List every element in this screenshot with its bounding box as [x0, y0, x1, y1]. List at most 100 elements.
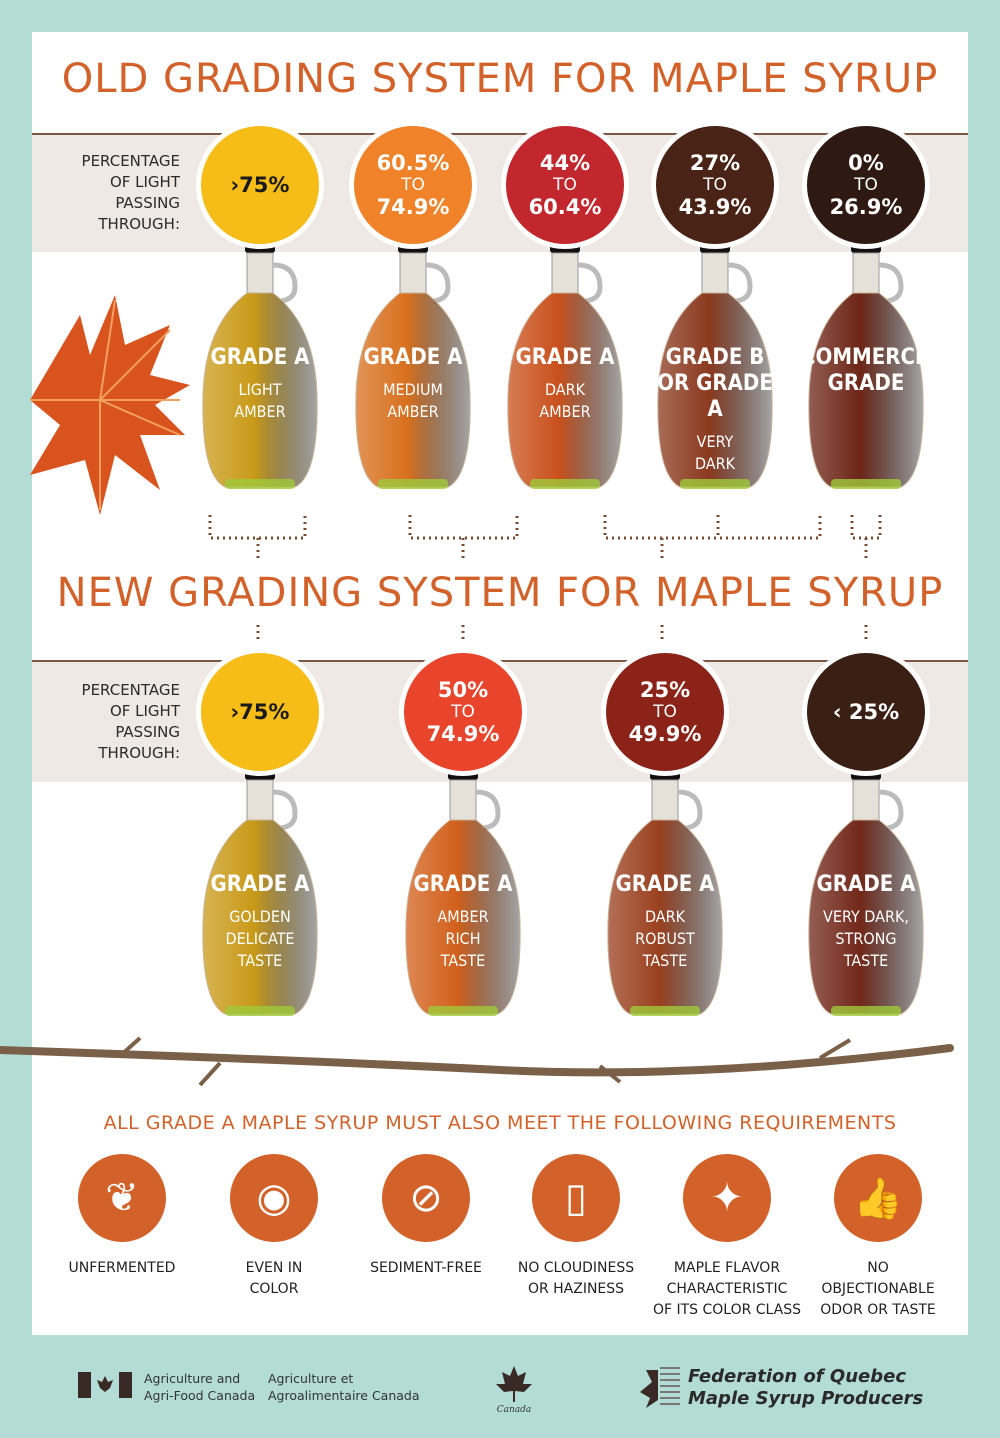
syrup-bottle-icon [405, 762, 521, 1016]
light-range-badge: 60.5% TO 74.9% [349, 121, 477, 249]
requirement-label-line: EVEN IN [245, 1260, 303, 1276]
grade-name: GRADE A [398, 872, 528, 898]
maple-leaf-drop-icon: ❦ [78, 1154, 166, 1242]
canada-maple-leaf-icon [496, 1366, 532, 1402]
grade-description-line: AMBER [437, 907, 489, 926]
range-max: 74.9% [426, 722, 500, 746]
range-min: ‹ 25% [832, 700, 900, 724]
grade-description-line: TASTE [237, 951, 283, 970]
range-max: 26.9% [829, 195, 903, 219]
range-min: 44% [539, 151, 591, 175]
no-sediment-icon: ⊘ [382, 1154, 470, 1242]
requirement-label: MAPLE FLAVOR CHARACTERISTIC OF ITS COLOR C… [652, 1258, 802, 1321]
requirement-label-line: NO [867, 1260, 889, 1276]
range-min: ›75% [230, 173, 290, 197]
grade-description: DARK AMBER [500, 379, 630, 423]
requirement-label-line: OF ITS COLOR CLASS [652, 1302, 802, 1318]
grade-description-line: DELICATE [225, 929, 295, 948]
requirement-label: EVEN IN COLOR [199, 1258, 349, 1300]
grade-name-line: GRADE A [615, 872, 715, 897]
bottle-grade-label: GRADE A AMBER RICH TASTE [398, 872, 528, 972]
clear-glass-icon: ▯ [532, 1154, 620, 1242]
grade-description-line: TASTE [843, 951, 889, 970]
grade-description: DARK ROBUST TASTE [600, 906, 730, 972]
bottle-grade-label: COMMERCIAL GRADE [801, 345, 950, 405]
grade-description: GOLDEN DELICATE TASTE [195, 906, 325, 972]
grade-description-line: TASTE [440, 951, 486, 970]
grade-description-line: DARK [644, 907, 686, 926]
syrup-bottle: GRADE A MEDIUM AMBER [348, 235, 478, 495]
grade-name-line: GRADE A [363, 345, 463, 370]
requirement-label-line: COLOR [249, 1281, 299, 1297]
new-light-label: PERCENTAGE OF LIGHT PASSING THROUGH: [81, 681, 180, 762]
range-to: TO [854, 175, 878, 195]
range-min: ›75% [230, 700, 290, 724]
grade-name: COMMERCIAL GRADE [801, 345, 950, 397]
grade-description-line: GOLDEN [229, 907, 291, 926]
syrup-bottle: GRADE B OR GRADE A VERY DARK [650, 235, 780, 495]
requirement-label-line: ODOR OR TASTE [820, 1302, 936, 1318]
light-range-badge: ›75% [196, 648, 324, 776]
bottle-grade-label: GRADE A DARK AMBER [500, 345, 630, 423]
grade-name-line: GRADE A [413, 872, 513, 897]
grade-description-line: DARK [694, 454, 736, 473]
range-min: 25% [639, 678, 691, 702]
requirements-title: ALL GRADE A MAPLE SYRUP MUST ALSO MEET T… [103, 1112, 897, 1134]
light-range-badge: ›75% [196, 121, 324, 249]
grade-name-line: GRADE [827, 371, 905, 396]
bottle-grade-label: GRADE B OR GRADE A VERY DARK [650, 345, 780, 475]
grade-name-line: GRADE B [665, 345, 765, 370]
grade-description-line: ROBUST [635, 929, 695, 948]
grade-connector-lines [208, 515, 882, 640]
light-range-badge: 25% TO 49.9% [601, 648, 729, 776]
range-min: 50% [437, 678, 489, 702]
bottle-grade-label: GRADE A LIGHT AMBER [195, 345, 325, 423]
old-light-label: PERCENTAGE OF LIGHT PASSING THROUGH: [81, 152, 180, 233]
grade-description-line: VERY DARK, [823, 907, 909, 926]
syrup-bottle-icon [355, 235, 471, 489]
grade-name: GRADE A [500, 345, 630, 371]
eye-drop-icon: ◉ [230, 1154, 318, 1242]
requirement-label-line: OBJECTIONABLE [821, 1281, 935, 1297]
grade-description-line: RICH [445, 929, 481, 948]
range-to: TO [401, 175, 425, 195]
grade-description: MEDIUM AMBER [348, 379, 478, 423]
grade-name: GRADE B OR GRADE A [650, 345, 780, 423]
grade-description-line: LIGHT [238, 380, 282, 399]
grade-name: GRADE A [348, 345, 478, 371]
requirement-label-line: NO CLOUDINESS [517, 1260, 635, 1276]
requirement-label: NO CLOUDINESS OR HAZINESS [501, 1258, 651, 1300]
federation-logo-icon [640, 1367, 680, 1408]
syrup-bottle-icon [202, 235, 318, 489]
grade-name: GRADE A [801, 872, 931, 898]
grade-description-line: VERY [696, 432, 734, 451]
range-max: 60.4% [528, 195, 602, 219]
requirement-label: SEDIMENT-FREE [351, 1258, 501, 1279]
light-range-badge: ‹ 25% [802, 648, 930, 776]
branch-decoration [0, 1036, 954, 1087]
range-max: 43.9% [678, 195, 752, 219]
grade-description-line: AMBER [539, 402, 591, 421]
grade-name-line: GRADE A [816, 872, 916, 897]
thumbs-up-icon: 👍 [834, 1154, 922, 1242]
syrup-bottle: GRADE A DARK ROBUST TASTE [600, 762, 730, 1022]
federation-name: Federation of Quebec Maple Syrup Producer… [688, 1366, 924, 1409]
grade-name-line: GRADE A [515, 345, 615, 370]
grade-name: GRADE A [195, 345, 325, 371]
grade-description-line: TASTE [642, 951, 688, 970]
grade-description-line: AMBER [234, 402, 286, 421]
light-range-badge: 0% TO 26.9% [802, 121, 930, 249]
maple-leaf-fork-icon: ✦ [683, 1154, 771, 1242]
range-to: TO [451, 702, 475, 722]
grade-description: VERY DARK, STRONG TASTE [801, 906, 931, 972]
maple-leaf-icon [30, 295, 190, 515]
range-to: TO [703, 175, 727, 195]
syrup-bottle: GRADE A VERY DARK, STRONG TASTE [801, 762, 931, 1022]
syrup-bottle: GRADE A AMBER RICH TASTE [398, 762, 528, 1022]
bottle-grade-label: GRADE A DARK ROBUST TASTE [600, 872, 730, 972]
syrup-bottle: GRADE A DARK AMBER [500, 235, 630, 495]
grade-name: GRADE A [195, 872, 325, 898]
aafc-english: Agriculture and Agri-Food Canada [144, 1371, 256, 1403]
grade-description: AMBER RICH TASTE [398, 906, 528, 972]
requirement-label: UNFERMENTED [47, 1258, 197, 1279]
